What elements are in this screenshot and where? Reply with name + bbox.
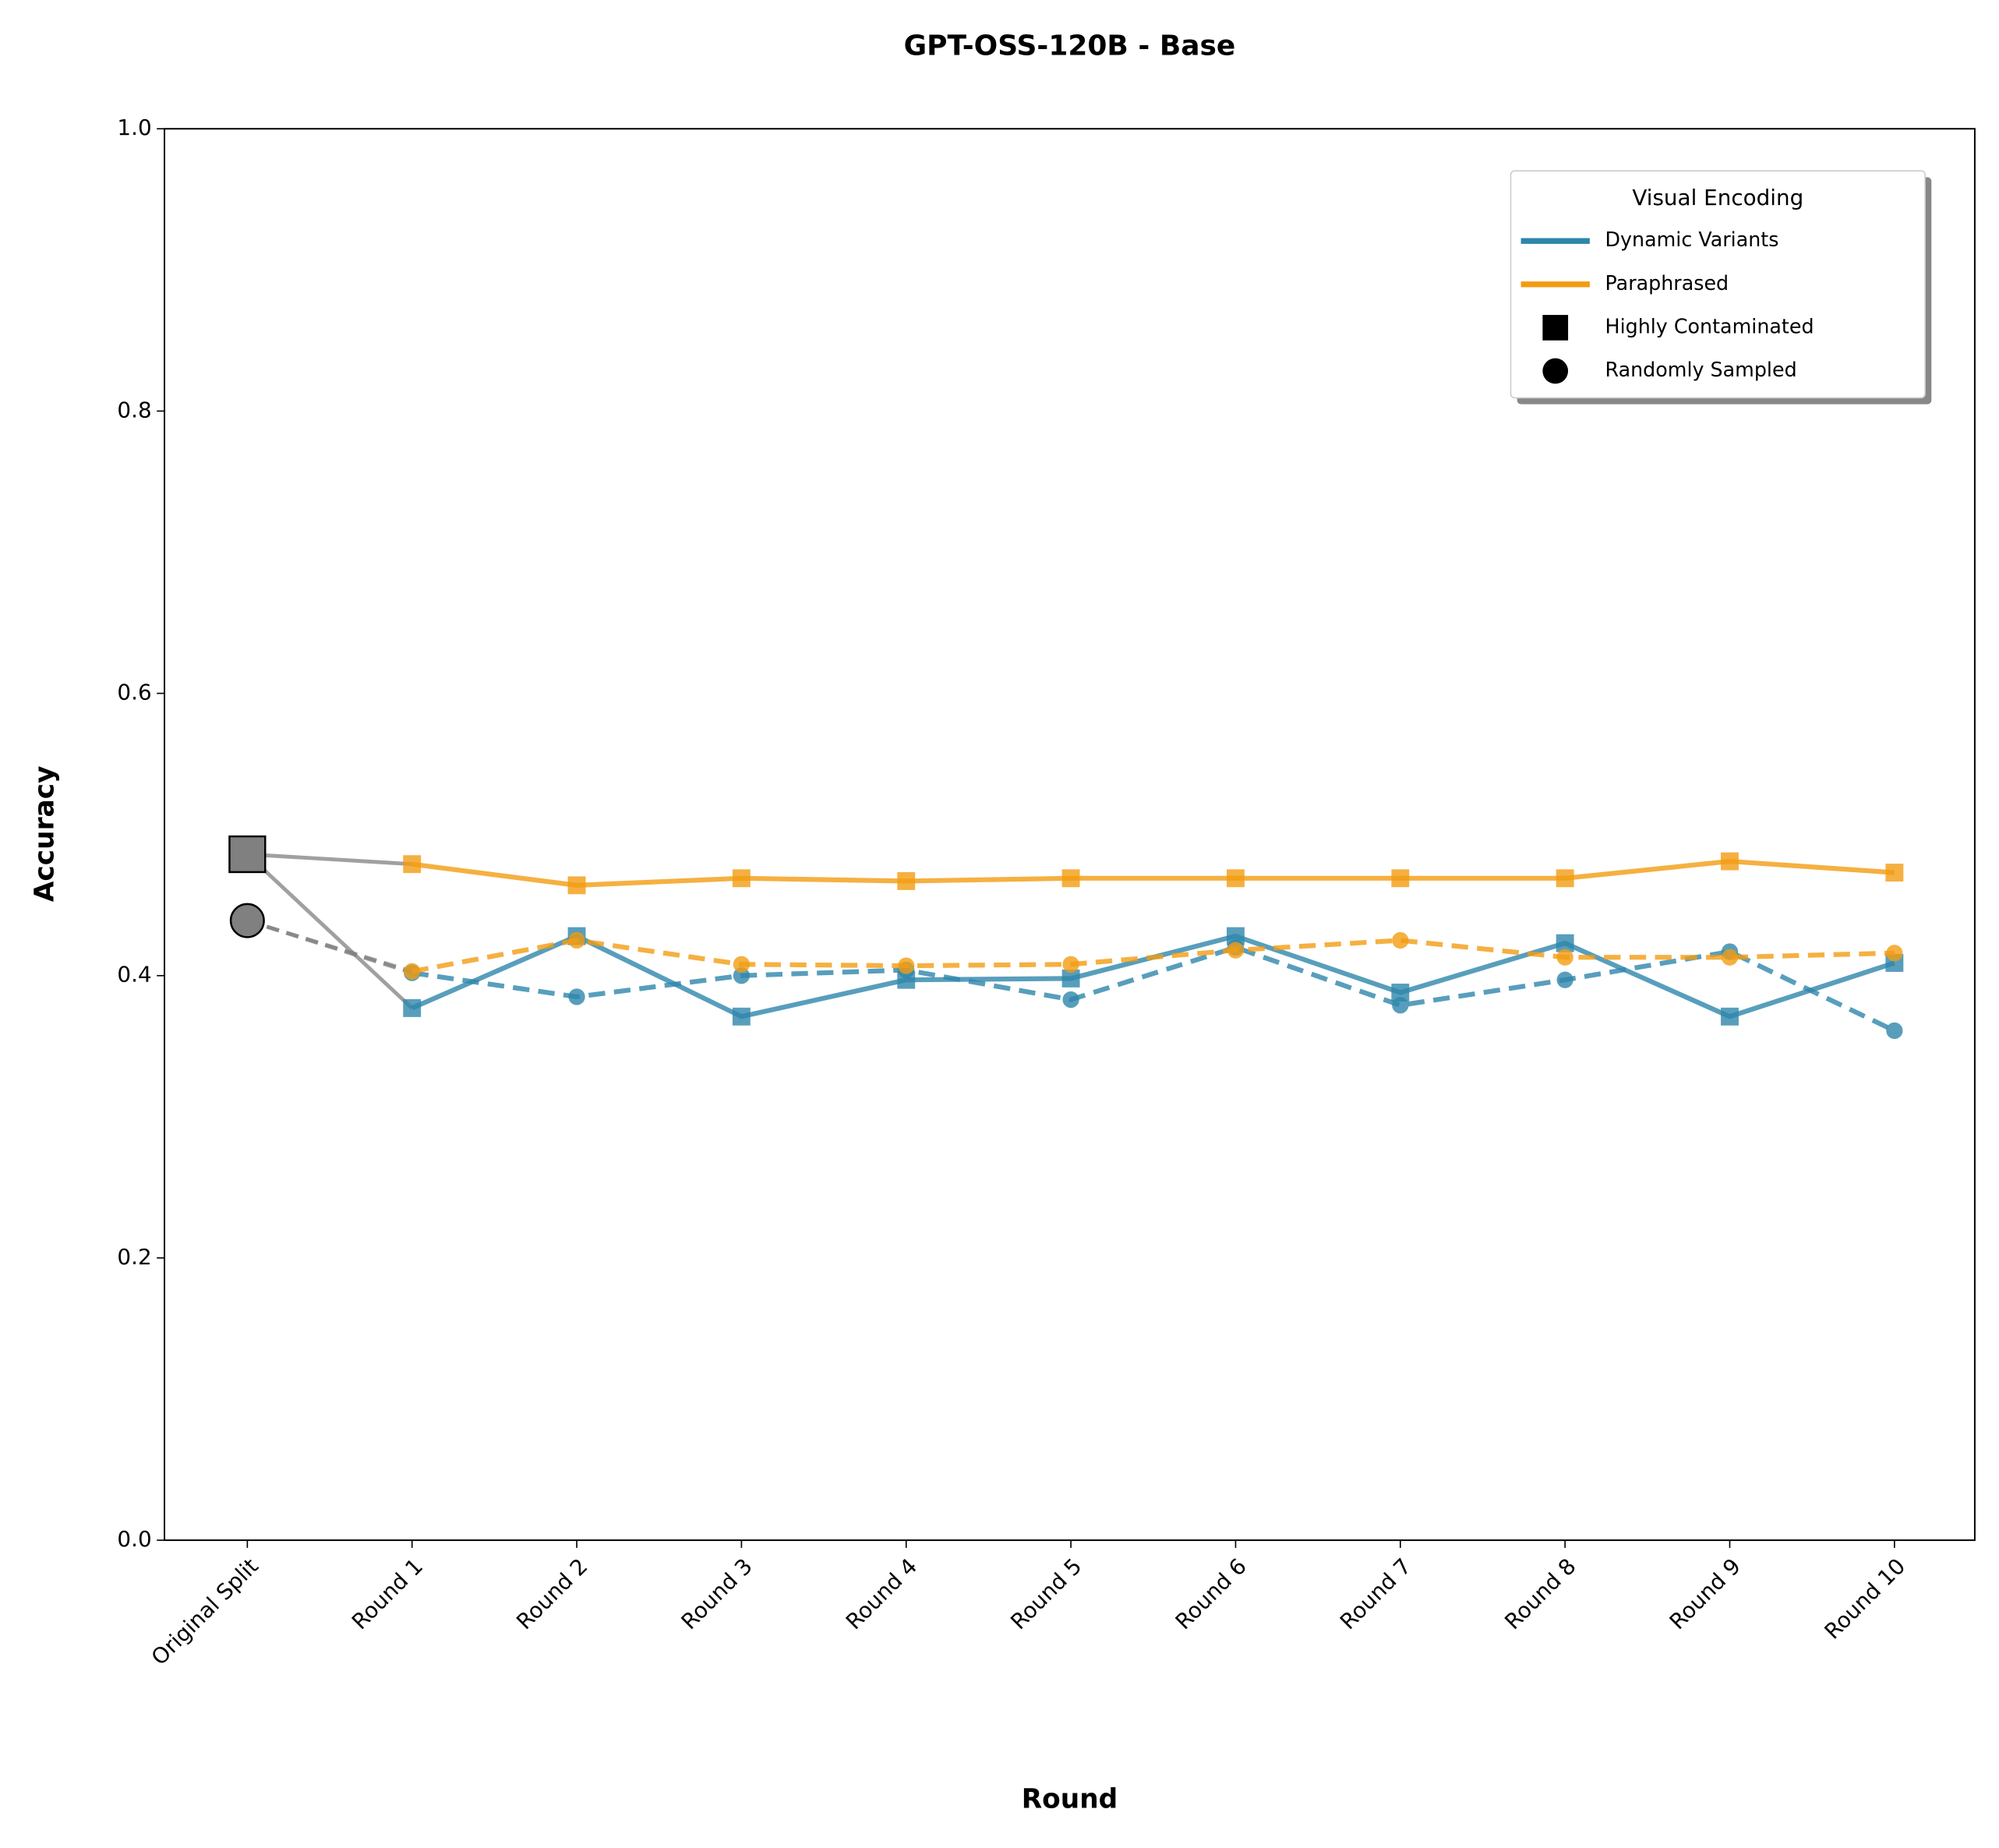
x-tick-label: Round 7	[1335, 1553, 1416, 1634]
marker-circle	[568, 931, 585, 949]
marker-square	[1721, 1007, 1739, 1026]
marker-circle	[404, 963, 421, 980]
marker-square	[1556, 934, 1574, 952]
marker-circle	[1542, 358, 1569, 384]
x-tick-label: Round 4	[841, 1553, 922, 1634]
marker-square	[1061, 969, 1080, 988]
marker-circle	[733, 956, 751, 973]
marker-circle	[1392, 997, 1409, 1014]
x-tick-label: Round 9	[1665, 1553, 1746, 1634]
marker-square	[1061, 869, 1080, 888]
series-line	[411, 933, 1895, 1019]
marker-circle	[1556, 971, 1573, 988]
marker-circle	[898, 957, 915, 974]
marker-square	[403, 855, 422, 874]
marker-square	[403, 998, 422, 1017]
series-line	[411, 945, 1896, 1034]
marker-square	[1721, 852, 1739, 871]
x-tick-label: Round 3	[676, 1553, 758, 1634]
marker-square	[1542, 315, 1569, 341]
legend-label: Randomly Sampled	[1605, 358, 1797, 381]
y-tick-label: 1.0	[117, 115, 151, 140]
legend-label: Dynamic Variants	[1605, 228, 1779, 251]
legend-label: Highly Contaminated	[1605, 314, 1814, 337]
marker-square	[228, 835, 267, 874]
marker-square	[1885, 864, 1904, 882]
marker-square	[732, 1007, 751, 1026]
x-tick-label: Round 2	[511, 1553, 592, 1634]
marker-square	[897, 871, 916, 890]
legend-title: Visual Encoding	[1632, 185, 1803, 210]
marker-square	[567, 876, 586, 895]
y-axis-label: Accuracy	[29, 766, 60, 903]
marker-circle	[1062, 991, 1079, 1009]
marker-square	[1391, 869, 1410, 888]
legend-box	[1510, 170, 1926, 399]
original-connector	[247, 852, 412, 867]
marker-circle	[1227, 942, 1245, 959]
x-tick-label: Round 10	[1819, 1553, 1910, 1645]
marker-circle	[1886, 1022, 1903, 1040]
legend-label: Paraphrased	[1605, 271, 1729, 295]
chart-title: GPT-OSS-120B - Base	[904, 30, 1236, 62]
marker-circle	[1721, 949, 1739, 966]
marker-circle	[229, 903, 265, 938]
x-tick-label: Round 8	[1499, 1553, 1580, 1634]
x-tick-label: Round 1	[347, 1553, 428, 1634]
marker-circle	[1886, 945, 1903, 962]
marker-square	[732, 869, 751, 888]
y-tick-label: 0.4	[117, 962, 151, 988]
plot-frame	[164, 128, 1976, 1542]
series-line	[411, 938, 1895, 974]
x-axis-label: Round	[1022, 1783, 1118, 1814]
y-tick-label: 0.8	[117, 397, 151, 422]
x-tick-label: Original Split	[147, 1553, 263, 1670]
marker-circle	[1556, 949, 1573, 966]
x-tick-label: Round 6	[1171, 1553, 1252, 1634]
marker-circle	[1392, 931, 1409, 949]
marker-square	[1391, 984, 1410, 1002]
marker-circle	[568, 988, 585, 1005]
series-line	[411, 858, 1895, 888]
marker-square	[1556, 869, 1574, 888]
marker-square	[1227, 869, 1245, 888]
original-connector	[246, 918, 413, 973]
y-tick-label: 0.0	[117, 1526, 151, 1552]
original-connector	[245, 853, 414, 1010]
y-tick-label: 0.6	[117, 680, 151, 705]
y-tick-label: 0.2	[117, 1244, 151, 1270]
x-tick-label: Round 5	[1005, 1553, 1086, 1634]
marker-circle	[1062, 956, 1079, 973]
